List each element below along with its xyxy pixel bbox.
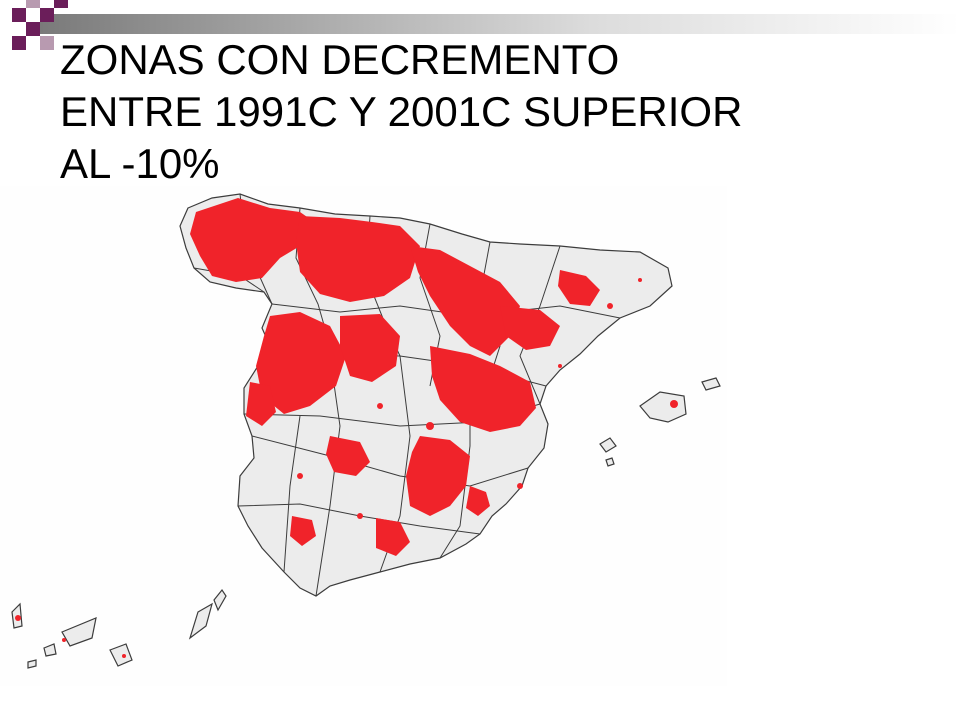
slide-title: ZONAS CON DECREMENTO ENTRE 1991C Y 2001C…: [60, 34, 940, 186]
title-line-2: ENTRE 1991C Y 2001C SUPERIOR: [60, 88, 743, 135]
menorca: [701, 377, 721, 391]
gran-canaria: [109, 643, 133, 667]
formentera: [605, 457, 615, 467]
ibiza: [599, 437, 617, 453]
lanzarote: [213, 588, 227, 612]
title-line-3: AL -10%: [60, 140, 220, 186]
fuerteventura: [188, 602, 213, 640]
spain-decline-map: [0, 186, 727, 686]
slide-decoration: [12, 0, 960, 50]
gomera: [43, 643, 57, 657]
decline-zones: [15, 198, 678, 658]
mallorca: [639, 391, 687, 423]
tenerife: [61, 617, 97, 647]
title-line-1: ZONAS CON DECREMENTO: [60, 36, 620, 83]
hierro: [27, 659, 37, 669]
